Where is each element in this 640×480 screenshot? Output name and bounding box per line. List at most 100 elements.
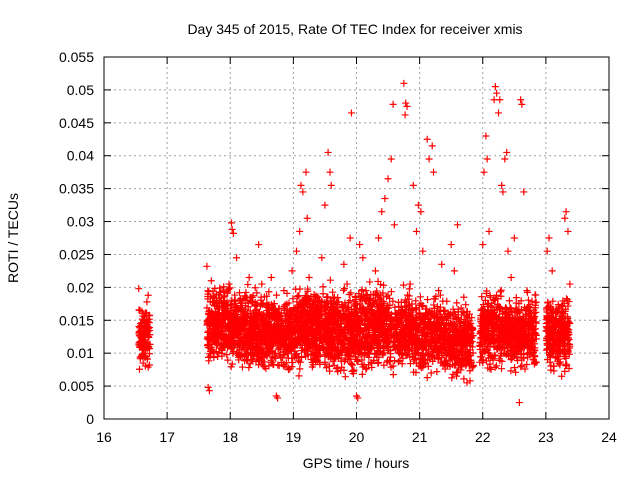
data-point — [218, 330, 226, 338]
data-point — [296, 358, 304, 366]
data-point — [247, 297, 255, 305]
data-point — [215, 303, 223, 311]
data-point — [217, 297, 225, 305]
x-axis-label: GPS time / hours — [303, 455, 410, 471]
data-point — [219, 286, 227, 294]
data-point — [253, 289, 261, 297]
data-point — [204, 328, 212, 336]
data-point — [238, 363, 246, 371]
y-tick-label: 0.02 — [67, 279, 94, 295]
y-tick-label: 0.01 — [67, 345, 94, 361]
data-point — [219, 309, 227, 317]
data-point — [259, 360, 267, 368]
data-point — [236, 306, 244, 314]
data-point — [245, 325, 253, 333]
data-point — [239, 325, 247, 333]
data-point — [267, 301, 275, 309]
data-point — [282, 326, 290, 334]
data-point — [211, 316, 219, 324]
data-point — [279, 361, 287, 369]
y-tick-label: 0.005 — [59, 378, 94, 394]
data-point — [230, 312, 238, 320]
data-point — [251, 284, 259, 292]
data-point — [211, 301, 219, 309]
data-point — [289, 358, 297, 366]
data-point — [280, 363, 288, 371]
data-point — [226, 335, 234, 343]
data-point — [227, 363, 235, 371]
data-point — [260, 293, 268, 301]
data-point — [296, 365, 304, 373]
data-point — [215, 291, 223, 299]
data-point — [250, 322, 258, 330]
data-point — [235, 356, 243, 364]
data-point — [241, 296, 249, 304]
x-tick-label: 22 — [475, 429, 491, 445]
data-point — [206, 312, 214, 320]
data-point — [268, 348, 276, 356]
data-point — [272, 354, 280, 362]
data-point — [203, 304, 211, 312]
data-point — [242, 317, 250, 325]
data-point — [267, 326, 275, 334]
data-point — [275, 312, 283, 320]
data-point — [220, 306, 228, 314]
x-tick-label: 18 — [222, 429, 238, 445]
data-point — [270, 306, 278, 314]
data-point — [238, 299, 246, 307]
data-point — [231, 319, 239, 327]
data-point — [228, 345, 236, 353]
data-point — [206, 293, 214, 301]
x-tick-label: 23 — [538, 429, 554, 445]
data-point — [245, 340, 253, 348]
data-point — [213, 337, 221, 345]
data-point — [259, 354, 267, 362]
data-point — [212, 348, 220, 356]
data-point — [276, 334, 284, 342]
data-point — [293, 293, 301, 301]
data-point — [243, 356, 251, 364]
data-point — [210, 294, 218, 302]
y-tick-label: 0.04 — [67, 148, 94, 164]
data-point — [267, 358, 275, 366]
data-point — [285, 319, 293, 327]
data-point — [228, 338, 236, 346]
data-point — [282, 342, 290, 350]
data-point — [288, 363, 296, 371]
y-tick-label: 0 — [86, 411, 94, 427]
data-point — [244, 281, 252, 289]
data-point — [217, 345, 225, 353]
data-point — [203, 317, 211, 325]
data-point — [269, 337, 277, 345]
data-point — [232, 332, 240, 340]
data-point — [248, 298, 256, 306]
data-point — [258, 301, 266, 309]
data-point — [237, 295, 245, 303]
grid-lines — [104, 57, 609, 419]
data-point — [254, 325, 262, 333]
chart-title: Day 345 of 2015, Rate Of TEC Index for r… — [187, 21, 522, 37]
data-point — [259, 345, 267, 353]
data-point — [206, 352, 214, 360]
data-point — [270, 322, 278, 330]
data-point — [229, 326, 237, 334]
data-point — [258, 353, 266, 361]
data-point — [223, 351, 231, 359]
data-points — [135, 79, 574, 407]
x-tick-label: 16 — [96, 429, 112, 445]
data-point — [277, 345, 285, 353]
data-point — [210, 354, 218, 362]
data-point — [229, 323, 237, 331]
data-point — [252, 342, 260, 350]
data-point — [219, 315, 227, 323]
data-point — [244, 309, 252, 317]
data-point — [235, 305, 243, 313]
data-point — [205, 342, 213, 350]
data-point — [275, 305, 283, 313]
y-tick-label: 0.05 — [67, 82, 94, 98]
data-point — [141, 352, 149, 360]
data-point — [263, 299, 271, 307]
data-point — [135, 340, 143, 348]
